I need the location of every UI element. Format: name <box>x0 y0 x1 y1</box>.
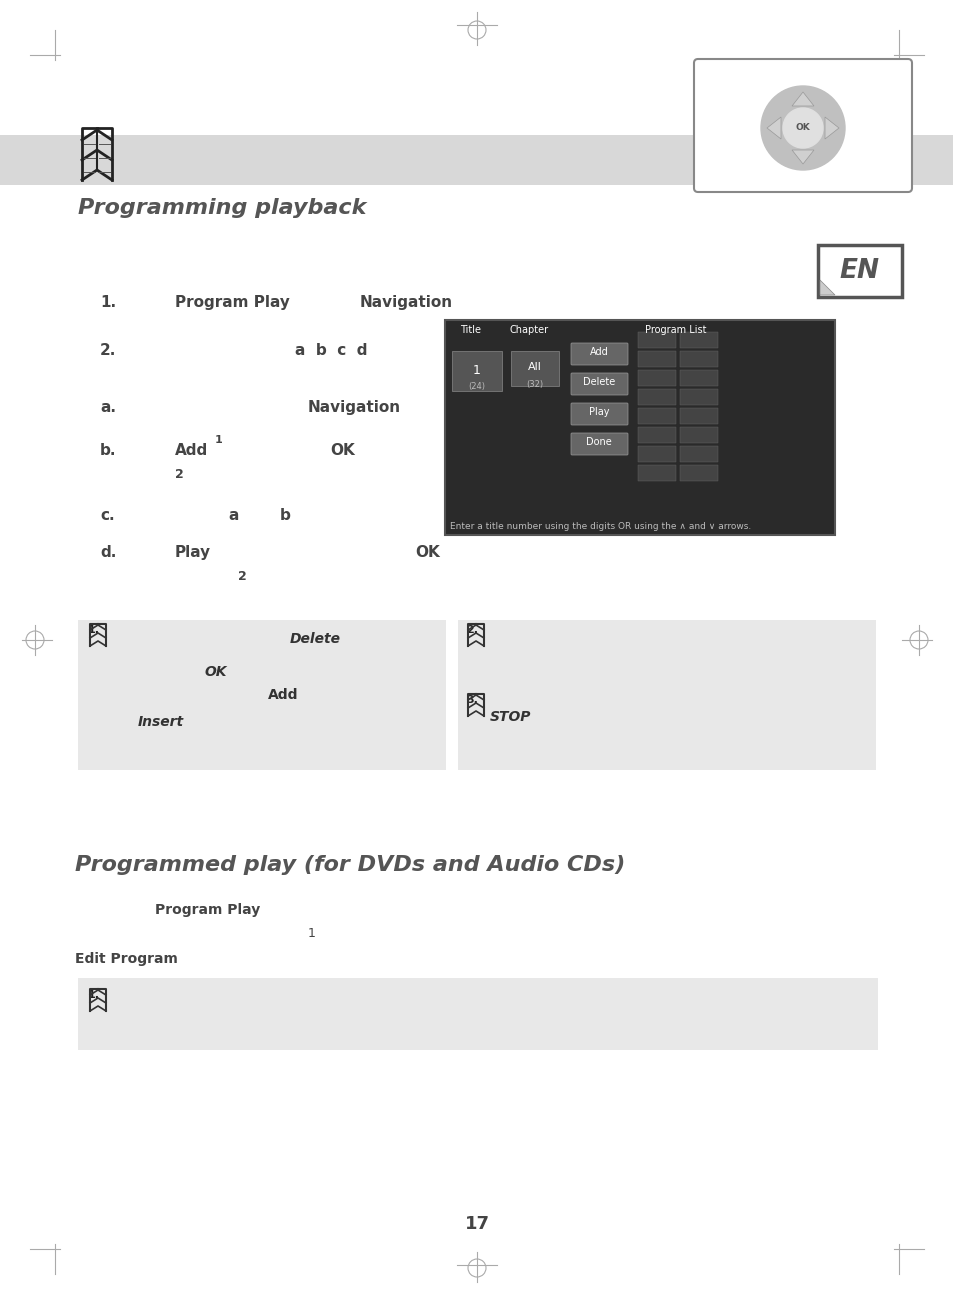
Text: STOP: STOP <box>490 709 531 724</box>
Circle shape <box>782 108 822 147</box>
FancyBboxPatch shape <box>679 408 718 424</box>
Text: (32): (32) <box>526 379 543 389</box>
FancyBboxPatch shape <box>679 370 718 386</box>
FancyBboxPatch shape <box>571 403 627 425</box>
Text: Programming playback: Programming playback <box>78 198 366 218</box>
FancyBboxPatch shape <box>679 351 718 368</box>
FancyBboxPatch shape <box>457 619 875 769</box>
Text: Title: Title <box>459 325 480 335</box>
FancyBboxPatch shape <box>637 408 676 424</box>
FancyBboxPatch shape <box>444 319 834 535</box>
Polygon shape <box>766 117 781 140</box>
Text: 1.: 1. <box>88 625 100 635</box>
FancyBboxPatch shape <box>637 370 676 386</box>
FancyBboxPatch shape <box>571 433 627 455</box>
Text: 3.: 3. <box>465 695 477 705</box>
Polygon shape <box>791 93 813 106</box>
FancyBboxPatch shape <box>679 331 718 348</box>
Text: OK: OK <box>415 545 439 559</box>
Text: OK: OK <box>205 665 227 679</box>
Text: OK: OK <box>330 443 355 458</box>
Text: a.: a. <box>100 400 116 415</box>
Text: Play: Play <box>588 407 609 417</box>
FancyBboxPatch shape <box>637 351 676 368</box>
Text: Program Play: Program Play <box>174 295 290 310</box>
Text: OK: OK <box>795 124 809 133</box>
Text: Program List: Program List <box>644 325 706 335</box>
FancyBboxPatch shape <box>637 331 676 348</box>
Text: 1: 1 <box>308 927 315 940</box>
FancyBboxPatch shape <box>679 389 718 406</box>
Text: a  b  c  d: a b c d <box>294 343 367 359</box>
Text: Play: Play <box>174 545 211 559</box>
FancyBboxPatch shape <box>511 351 558 386</box>
Text: 2: 2 <box>174 468 184 481</box>
Text: Add: Add <box>589 347 608 357</box>
FancyBboxPatch shape <box>679 446 718 463</box>
Text: Add: Add <box>268 689 298 702</box>
Text: Delete: Delete <box>290 632 340 645</box>
Text: b: b <box>280 509 291 523</box>
FancyBboxPatch shape <box>679 426 718 443</box>
Text: Enter a title number using the digits OR using the ∧ and ∨ arrows.: Enter a title number using the digits OR… <box>450 522 750 531</box>
FancyBboxPatch shape <box>637 426 676 443</box>
Text: Programmed play (for DVDs and Audio CDs): Programmed play (for DVDs and Audio CDs) <box>75 855 624 875</box>
Text: Edit Program: Edit Program <box>75 952 177 966</box>
FancyBboxPatch shape <box>78 978 877 1050</box>
FancyBboxPatch shape <box>817 245 901 297</box>
FancyBboxPatch shape <box>571 343 627 365</box>
FancyBboxPatch shape <box>78 619 446 769</box>
FancyBboxPatch shape <box>679 464 718 481</box>
Text: Done: Done <box>585 437 611 447</box>
Text: Add: Add <box>174 443 208 458</box>
Text: All: All <box>528 363 541 372</box>
Text: 1: 1 <box>214 436 222 445</box>
FancyBboxPatch shape <box>0 136 953 185</box>
Text: 1.: 1. <box>100 295 116 310</box>
Text: EN: EN <box>839 258 879 284</box>
FancyBboxPatch shape <box>637 446 676 463</box>
Text: Navigation: Navigation <box>308 400 400 415</box>
Text: Navigation: Navigation <box>359 295 453 310</box>
Text: 1: 1 <box>473 364 480 377</box>
Text: Delete: Delete <box>582 377 615 387</box>
FancyBboxPatch shape <box>637 389 676 406</box>
Text: 2.: 2. <box>465 625 477 635</box>
Text: c.: c. <box>100 509 114 523</box>
Text: 17: 17 <box>464 1215 489 1234</box>
Text: Insert: Insert <box>138 715 184 729</box>
Text: 2.: 2. <box>100 343 116 359</box>
FancyBboxPatch shape <box>452 351 501 391</box>
FancyBboxPatch shape <box>693 59 911 192</box>
Polygon shape <box>791 150 813 164</box>
Polygon shape <box>820 280 834 295</box>
Text: Program Play: Program Play <box>154 902 260 917</box>
Text: (24): (24) <box>468 382 485 391</box>
Text: Chapter: Chapter <box>510 325 549 335</box>
Text: b.: b. <box>100 443 116 458</box>
FancyBboxPatch shape <box>571 373 627 395</box>
Text: d.: d. <box>100 545 116 559</box>
Text: 2: 2 <box>237 570 247 583</box>
Circle shape <box>760 86 844 170</box>
Text: 1.: 1. <box>88 990 100 1000</box>
Polygon shape <box>824 117 838 140</box>
Text: a: a <box>228 509 238 523</box>
FancyBboxPatch shape <box>637 464 676 481</box>
